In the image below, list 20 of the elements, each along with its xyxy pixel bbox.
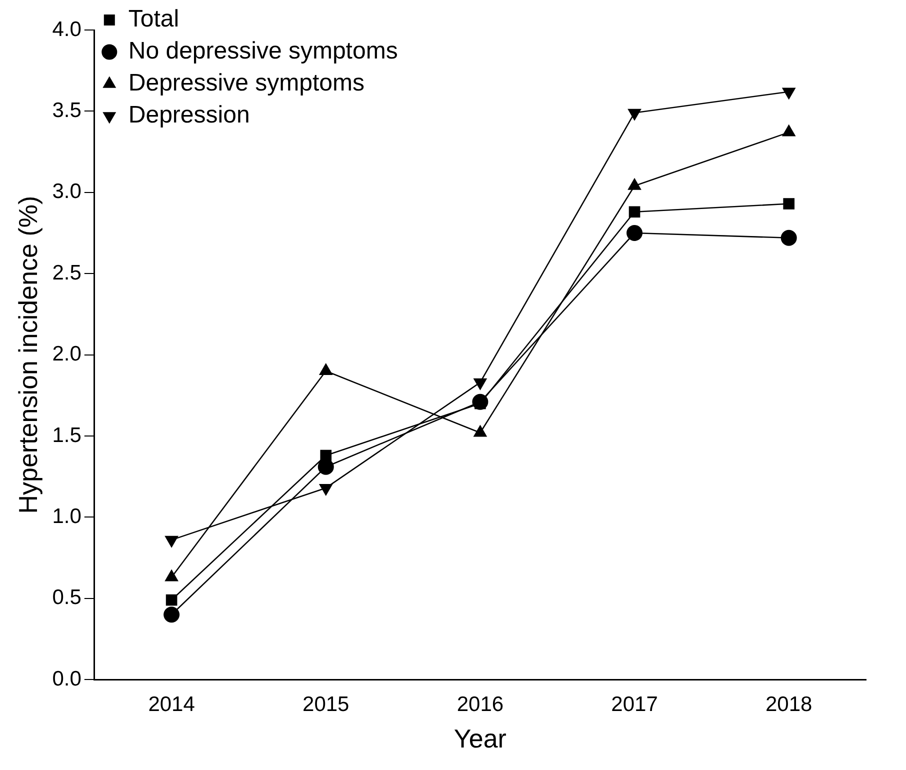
legend-label: Total (128, 6, 180, 33)
y-tick-label: 3.0 (52, 180, 82, 204)
y-tick-label: 1.0 (52, 504, 82, 528)
x-axis-title: Year (454, 724, 507, 754)
y-tick-label: 4.0 (52, 18, 82, 41)
y-tick-label: 3.5 (52, 98, 82, 122)
legend-label: No depressive symptoms (128, 38, 398, 65)
y-tick-label: 1.5 (52, 424, 82, 447)
x-tick-label: 2014 (148, 692, 196, 716)
y-tick-label: 2.5 (52, 261, 82, 284)
x-tick-label: 2018 (765, 692, 812, 716)
x-tick-label: 2017 (611, 692, 658, 716)
legend-label: Depression (128, 102, 250, 129)
y-tick-label: 2.0 (52, 342, 82, 366)
x-tick-label: 2016 (456, 692, 504, 716)
y-tick-label: 0.0 (52, 667, 82, 690)
legend-label: Depressive symptoms (128, 70, 364, 97)
x-tick-label: 2015 (302, 692, 350, 716)
y-axis-title: Hypertension incidence (%) (12, 196, 43, 514)
y-tick-label: 0.5 (52, 586, 82, 610)
